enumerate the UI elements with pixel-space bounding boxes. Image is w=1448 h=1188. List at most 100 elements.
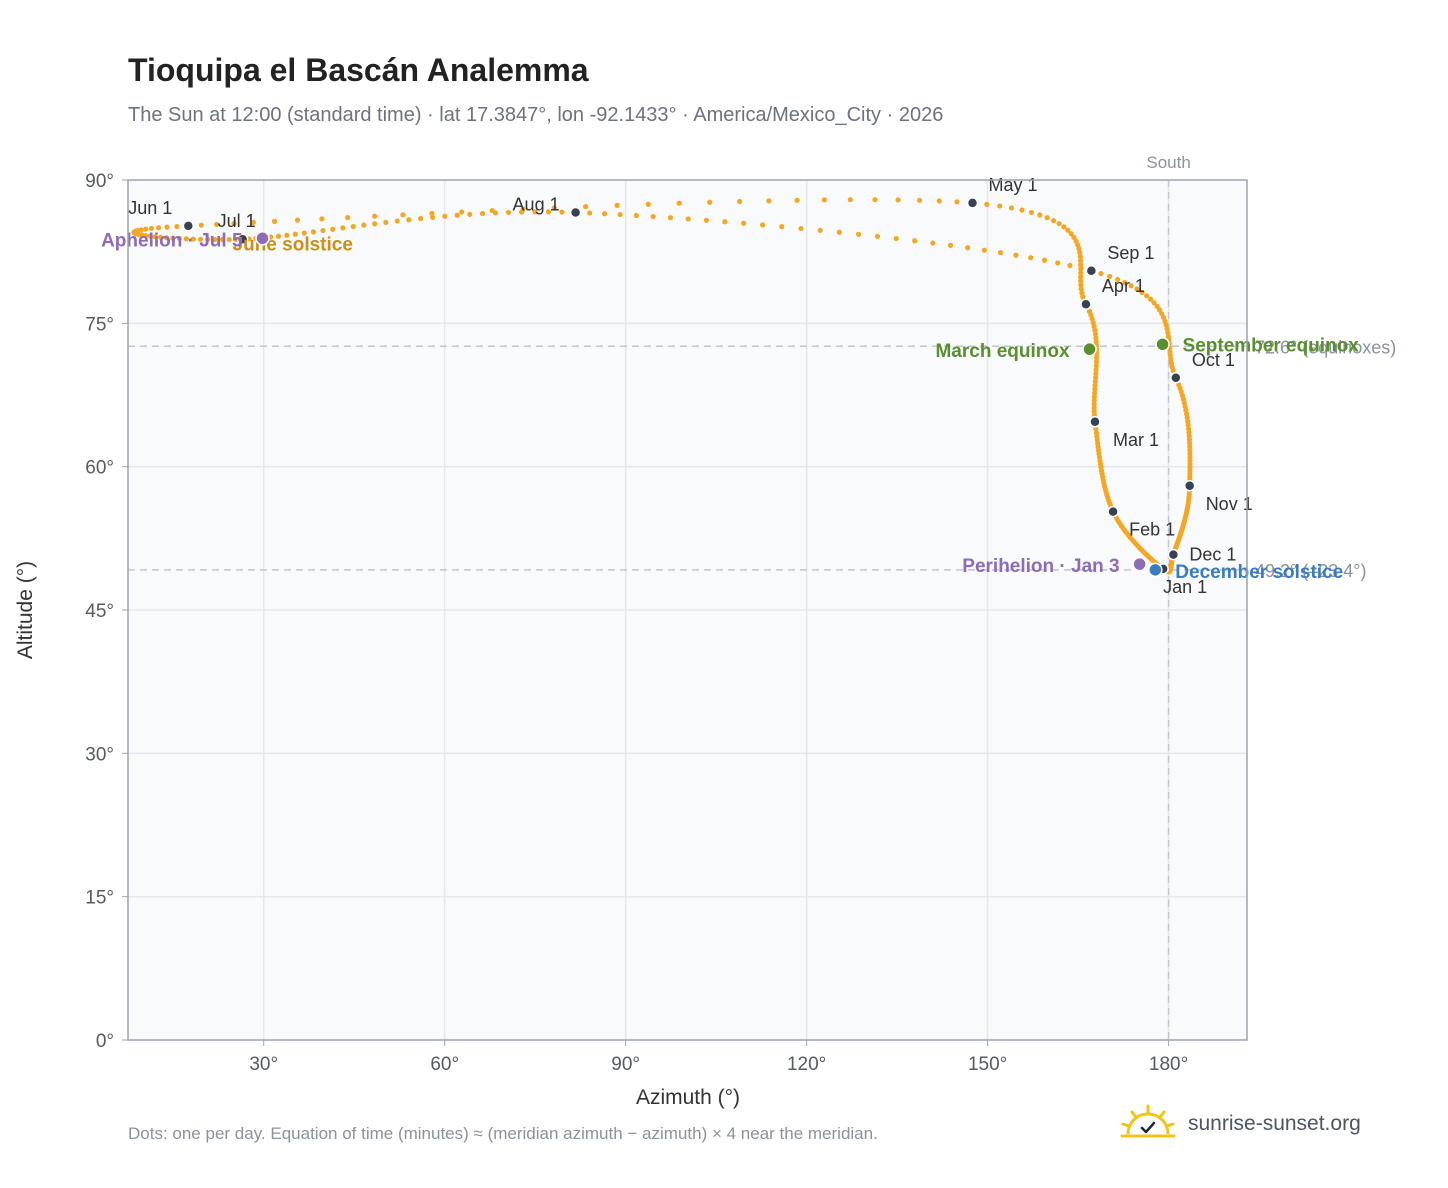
day-dot [1078,278,1084,284]
brand-logo[interactable]: sunrise-sunset.org [1120,1102,1361,1146]
day-dot [164,224,170,230]
day-dot [147,233,153,239]
day-dot [821,197,827,203]
month-label: Apr 1 [1102,276,1145,296]
day-dot [394,218,400,224]
day-dot [645,201,651,207]
event-label: Perihelion · Jan 3 [962,556,1119,577]
day-dot [685,216,691,222]
day-dot [930,240,936,246]
day-dot [895,197,901,203]
day-dot [1067,262,1073,269]
day-dot [1148,296,1154,302]
day-dot [1094,355,1100,361]
brand-name: sunrise-sunset.org [1188,1112,1361,1135]
day-dot [1092,382,1098,388]
day-dot [760,222,766,228]
x-axis-label: Azimuth (°) [636,1086,740,1109]
day-dot [1078,274,1084,280]
day-dot [155,225,162,231]
month-marker [569,206,582,219]
day-dot [157,234,164,240]
event-marker [255,231,270,246]
day-dot [1093,359,1100,365]
day-dot [143,233,149,239]
day-dot [1078,265,1084,271]
day-dot [340,225,346,231]
day-dot [532,209,538,215]
x-tick-label: 180° [1149,1054,1188,1075]
day-dot [1055,260,1061,266]
meridian-label: South [1146,153,1190,172]
day-dot [1019,207,1025,213]
month-marker [1183,480,1196,492]
axis-ticks: 30° 60° 90° 120° 150° 180° 0° 15° 30° 45° 60° 75° 90… [85,171,1188,1075]
day-dot [794,197,800,203]
day-dot [1167,349,1173,355]
day-dot [551,205,557,211]
day-dot [429,210,435,216]
day-dot [1107,273,1113,280]
day-dot [1061,224,1067,230]
month-label: Dec 1 [1189,545,1236,565]
x-tick-label: 150° [968,1054,1007,1075]
day-dot [383,219,389,225]
day-dot [292,231,298,237]
y-tick-label: 90° [85,171,114,192]
day-dot [1093,367,1099,373]
day-dot [284,232,290,238]
day-dot [406,217,412,223]
day-dot [1139,289,1145,295]
day-dot [320,227,326,234]
day-dot [1041,257,1048,263]
month-marker [236,233,249,245]
day-dot [418,215,424,222]
day-dot [1077,253,1083,260]
day-dot [1092,327,1098,333]
month-marker [966,197,979,209]
day-dot [152,234,158,240]
day-dot [176,235,183,242]
day-dot [1008,205,1015,211]
day-dot [1056,221,1062,227]
day-dot [505,209,512,216]
day-dot [587,210,593,216]
day-dot [1078,282,1084,288]
event-marker [1155,337,1170,352]
event-markers: March equinox September equinox June solst… [101,230,1359,583]
day-dot [954,199,960,205]
reference-line-label: 49.2° (–23.4°) [1255,561,1366,581]
day-dot [1092,378,1098,385]
month-marker [1170,372,1182,384]
day-dot [1144,293,1150,299]
day-dot [372,213,378,219]
day-dot [703,217,709,223]
month-label: Jul 1 [218,211,256,231]
day-dot [1028,255,1034,261]
y-tick-label: 0° [96,1031,114,1052]
day-dot [936,198,942,204]
day-dot [741,220,747,226]
day-dot [817,227,823,233]
day-dot [1078,286,1084,292]
event-marker [1132,556,1147,572]
day-dot [650,213,656,220]
month-label: Feb 1 [1129,520,1175,540]
day-dot [170,235,176,241]
day-dot [1077,257,1084,264]
day-dot [1079,290,1085,296]
month-marker [182,220,195,232]
day-dot [319,216,325,222]
day-dot [1091,405,1097,411]
day-dot [1091,397,1097,404]
day-dot [372,221,378,227]
y-tick-label: 60° [85,458,114,479]
day-dot [519,209,525,215]
day-dot [163,235,170,241]
day-dot [1091,394,1097,400]
day-dot [798,225,804,232]
day-dot [855,231,862,237]
month-marker [1089,416,1101,428]
day-dot [250,219,256,226]
day-dot [984,201,990,207]
